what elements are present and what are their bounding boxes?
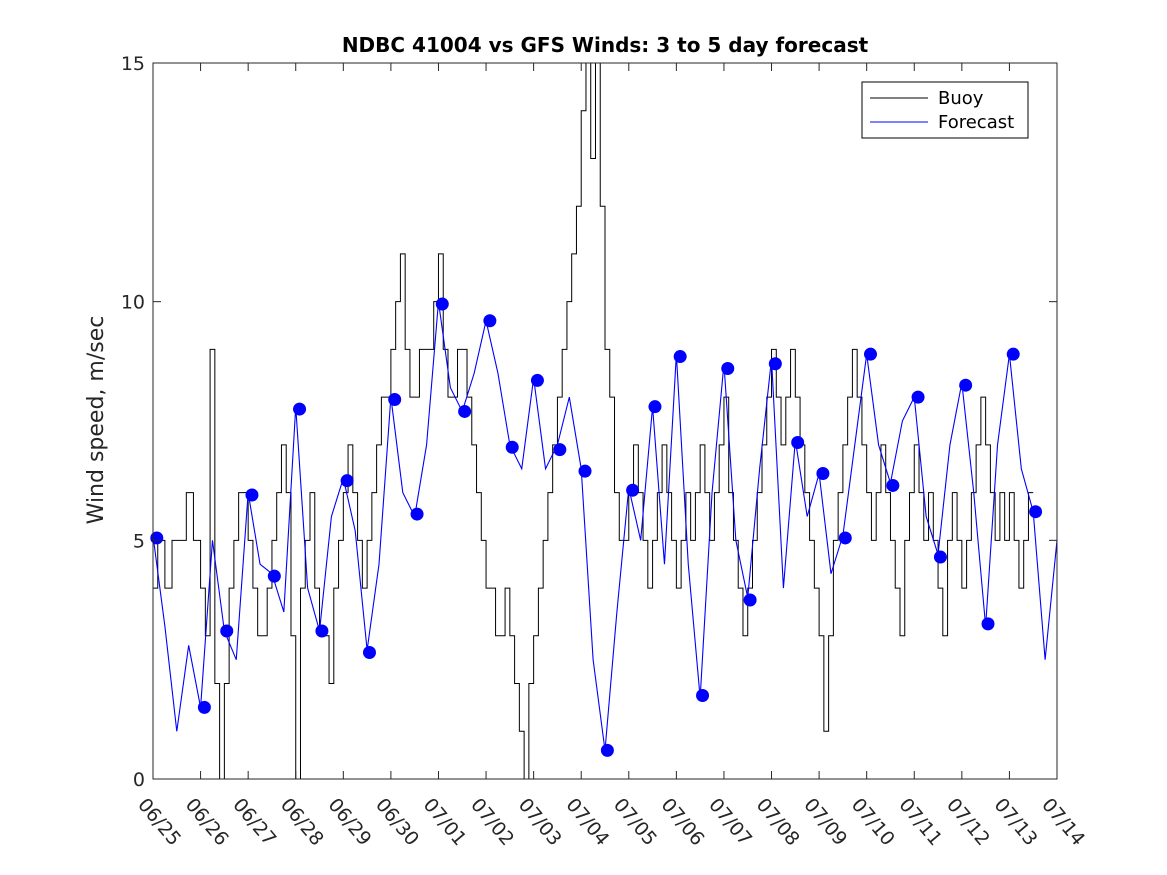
forecast-marker — [293, 402, 307, 416]
forecast-marker — [863, 347, 877, 361]
y-tick-label: 15 — [121, 53, 145, 75]
forecast-marker — [435, 297, 449, 311]
forecast-marker — [483, 314, 497, 328]
forecast-marker — [578, 464, 592, 478]
forecast-marker — [626, 483, 640, 497]
y-tick-label: 10 — [121, 292, 145, 314]
legend-label-buoy: Buoy — [938, 88, 984, 109]
forecast-marker — [648, 400, 662, 414]
forecast-marker — [933, 550, 947, 564]
legend: Buoy Forecast — [861, 81, 1029, 139]
forecast-marker — [838, 531, 852, 545]
forecast-marker — [150, 531, 164, 545]
forecast-marker — [220, 624, 234, 638]
series-line-buoy — [153, 63, 1034, 779]
forecast-marker — [600, 743, 614, 757]
legend-label-forecast: Forecast — [938, 112, 1014, 133]
forecast-marker — [1006, 347, 1020, 361]
y-tick-label: 5 — [133, 530, 145, 552]
forecast-marker — [911, 390, 925, 404]
legend-box — [861, 81, 1029, 139]
forecast-marker — [267, 569, 281, 583]
forecast-marker — [673, 350, 687, 364]
forecast-marker — [768, 357, 782, 371]
forecast-marker — [315, 624, 329, 638]
chart-title: NDBC 41004 vs GFS Winds: 3 to 5 day fore… — [342, 33, 869, 57]
forecast-marker — [791, 435, 805, 449]
forecast-marker — [362, 646, 376, 660]
forecast-marker — [696, 688, 710, 702]
forecast-marker — [505, 440, 519, 454]
forecast-marker — [197, 700, 211, 714]
forecast-marker — [981, 617, 995, 631]
forecast-marker — [721, 361, 735, 375]
forecast-marker — [743, 593, 757, 607]
forecast-marker — [1029, 505, 1043, 519]
forecast-marker — [410, 507, 424, 521]
forecast-marker — [340, 474, 354, 488]
y-axis-label: Wind speed, m/sec — [84, 316, 109, 525]
forecast-marker — [553, 443, 567, 457]
forecast-marker — [530, 373, 544, 387]
forecast-marker — [245, 488, 259, 502]
axes-box — [152, 62, 1058, 780]
y-tick-label: 0 — [133, 769, 145, 791]
forecast-marker — [886, 478, 900, 492]
forecast-marker — [959, 378, 973, 392]
forecast-marker — [458, 404, 472, 418]
forecast-marker — [816, 467, 830, 481]
forecast-marker — [388, 393, 402, 407]
